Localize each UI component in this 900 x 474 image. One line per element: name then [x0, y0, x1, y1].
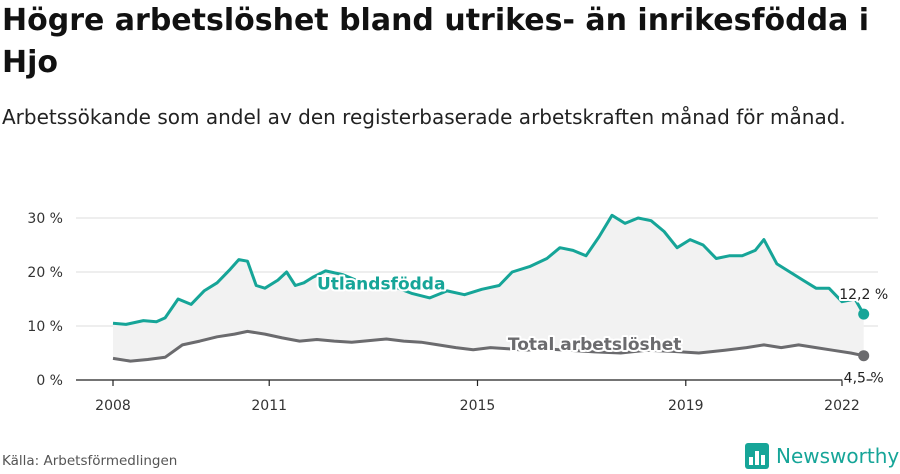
end-label-total: 4,5 %	[844, 371, 884, 387]
y-tick-label: 10 %	[27, 319, 63, 335]
newsworthy-bar-chart-icon	[745, 443, 769, 469]
brand-logo: Newsworthy	[745, 440, 899, 472]
y-tick-label: 20 %	[27, 265, 63, 281]
x-tick-label: 2011	[251, 398, 287, 414]
chart-title: Högre arbetslöshet bland utrikes- än inr…	[2, 3, 870, 80]
x-tick-label: 2019	[668, 398, 704, 414]
x-tick-label: 2008	[95, 398, 131, 414]
y-tick-label: 0 %	[36, 373, 63, 389]
end-point-utlandsfodda	[858, 308, 870, 320]
series-label-utlandsfodda: Utlandsfödda	[317, 274, 446, 294]
brand-name: Newsworthy	[776, 444, 900, 468]
end-label-utlandsfodda: 12,2 %	[839, 287, 888, 303]
source-note: Källa: Arbetsförmedlingen	[2, 453, 178, 469]
end-point-total	[858, 350, 870, 362]
series-label-total: Total arbetslöshet	[508, 335, 682, 355]
x-tick-label: 2022	[824, 398, 860, 414]
x-tick-label: 2015	[460, 398, 496, 414]
series-line-utlandsfodda	[112, 213, 865, 326]
series-line-total	[112, 329, 865, 363]
y-tick-label: 30 %	[27, 211, 63, 227]
chart-subtitle: Arbetssökande som andel av den registerb…	[2, 105, 846, 129]
